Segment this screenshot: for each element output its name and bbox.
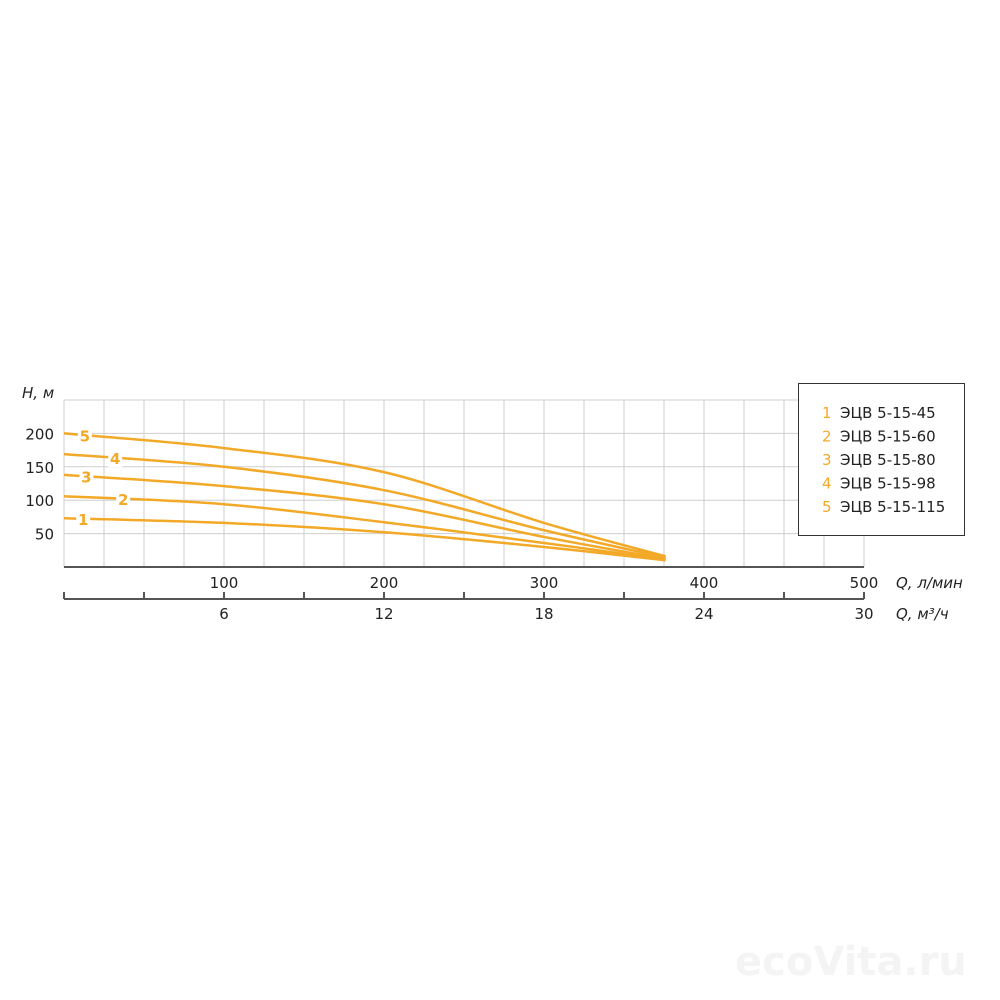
legend-number: 3	[822, 451, 832, 469]
y-tick-label: 100	[25, 492, 54, 510]
curve-series-3	[63, 473, 666, 561]
x-secondary-tick-label: 12	[374, 605, 393, 623]
x-axis-label: Q, л/мин	[896, 574, 963, 592]
legend-entry: ЭЦВ 5-15-115	[840, 498, 945, 516]
legend-number: 1	[822, 404, 832, 422]
y-tick-label: 50	[35, 526, 54, 544]
x-axis-secondary-label: Q, м³/ч	[896, 605, 949, 623]
legend-number: 5	[822, 498, 832, 516]
grid	[63, 399, 865, 567]
y-tick-label: 150	[25, 459, 54, 477]
curve-label: 1	[78, 511, 88, 529]
curve-label: 5	[80, 427, 90, 445]
x-tick-label: 500	[850, 574, 879, 592]
legend-number: 2	[822, 428, 832, 446]
legend-entry: ЭЦВ 5-15-60	[840, 428, 936, 446]
curve-label-background	[76, 509, 91, 528]
x-secondary-tick-label: 18	[534, 605, 553, 623]
x-secondary-tick-label: 30	[854, 605, 873, 623]
x-tick-label: 200	[370, 574, 399, 592]
x-tick-label: 300	[530, 574, 559, 592]
legend-box	[798, 383, 965, 536]
curve-label-background	[108, 449, 123, 468]
legend: 1 ЭЦВ 5-15-45 2 ЭЦВ 5-15-60 3 ЭЦВ 5-15-80 4 ЭЦВ…	[798, 383, 965, 536]
curve-series-4	[63, 452, 666, 559]
x-tick-label: 400	[690, 574, 719, 592]
legend-entry: ЭЦВ 5-15-80	[840, 451, 936, 469]
curve-label: 4	[110, 450, 120, 468]
curve-label: 2	[118, 491, 128, 509]
legend-number: 4	[822, 475, 832, 493]
x-secondary-tick-label: 6	[219, 605, 229, 623]
legend-entry: ЭЦВ 5-15-98	[840, 475, 936, 493]
curve-label-background	[116, 490, 131, 509]
x-tick-label: 100	[210, 574, 239, 592]
curve-label-background	[79, 467, 94, 486]
watermark: ecoVita.ru	[735, 939, 967, 985]
curve-series-2	[63, 494, 666, 561]
y-tick-label: 200	[25, 425, 54, 443]
curve-label: 3	[81, 468, 91, 486]
curve-series-5	[63, 432, 666, 558]
curves: 1 2 3 4 5	[63, 426, 666, 562]
curve-series-1	[63, 516, 666, 562]
curve-label-background	[77, 426, 92, 445]
legend-entry: ЭЦВ 5-15-45	[840, 404, 936, 422]
x-secondary-tick-label: 24	[694, 605, 713, 623]
y-axis-label: H, м	[22, 384, 54, 402]
